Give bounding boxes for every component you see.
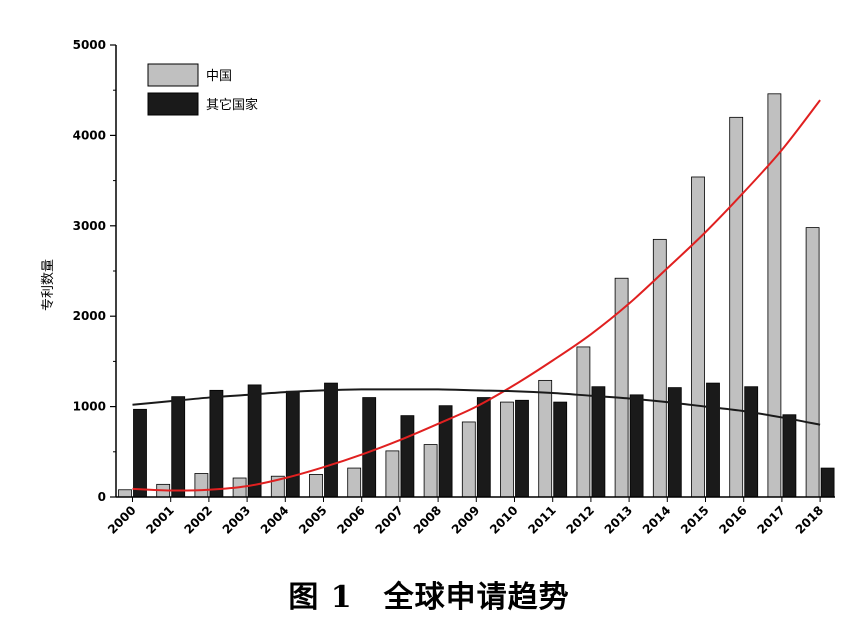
x-tick-label-2005: 2005 <box>296 503 330 537</box>
bar-other-2009 <box>476 397 491 498</box>
x-ticks: 2000 2001 2002 2003 2004 2005 2006 2007 2008 2009… <box>105 497 826 537</box>
trendline-other <box>132 388 821 426</box>
x-tick-label-2013: 2013 <box>602 503 636 537</box>
trendline-china <box>132 99 821 492</box>
legend-swatch-china <box>147 63 199 87</box>
bar-china-2007 <box>385 450 400 498</box>
bar-china-2016 <box>729 116 744 498</box>
y-tick-label: 2000 <box>73 309 106 323</box>
bar-other-2001 <box>171 396 186 498</box>
y-tick-label: 0 <box>98 490 106 504</box>
y-axis-label: 专利数量 <box>41 259 56 311</box>
bar-other-2016 <box>744 386 759 498</box>
y-ticks: 0 1000 2000 3000 4000 5000 <box>73 38 116 504</box>
bar-china-2002 <box>194 473 209 498</box>
bar-other-2012 <box>591 386 606 498</box>
x-tick-label-2001: 2001 <box>143 503 177 537</box>
bars-layer <box>118 93 835 498</box>
x-tick-label-2004: 2004 <box>258 503 292 537</box>
bar-other-2007 <box>400 415 415 498</box>
bar-other-2004 <box>285 390 300 498</box>
trendlines-layer <box>132 99 821 492</box>
bar-china-2011 <box>538 379 553 498</box>
x-tick-label-2000: 2000 <box>105 503 139 537</box>
legend-label-other: 其它国家 <box>206 97 258 113</box>
x-tick-label-2015: 2015 <box>678 503 712 537</box>
legend-swatch-other <box>147 92 199 116</box>
y-tick-label: 3000 <box>73 219 106 233</box>
x-tick-label-2008: 2008 <box>411 503 445 537</box>
bar-other-2017 <box>782 414 797 498</box>
x-tick-label-2007: 2007 <box>373 503 407 537</box>
y-tick-label: 5000 <box>73 38 106 52</box>
x-tick-label-2017: 2017 <box>755 503 789 537</box>
bar-china-2005 <box>309 473 323 498</box>
x-tick-label-2003: 2003 <box>220 503 254 537</box>
bar-other-2018 <box>820 467 835 498</box>
bar-other-2006 <box>362 397 377 498</box>
bar-china-2008 <box>423 444 438 498</box>
x-tick-label-2010: 2010 <box>487 503 521 537</box>
bar-other-2005 <box>324 382 338 498</box>
x-tick-label-2011: 2011 <box>525 503 559 537</box>
x-tick-label-2012: 2012 <box>564 503 598 537</box>
y-tick-label: 1000 <box>73 400 106 414</box>
bar-other-2010 <box>515 399 529 498</box>
x-tick-label-2018: 2018 <box>793 503 827 537</box>
x-tick-label-2016: 2016 <box>716 503 750 537</box>
bar-other-2003 <box>247 384 262 498</box>
bar-other-2000 <box>133 408 147 498</box>
bar-other-2013 <box>629 394 644 498</box>
figure-caption: 图 1 全球申请趋势 <box>288 580 570 615</box>
legend: 中国 其它国家 <box>147 63 258 116</box>
bar-china-2006 <box>347 467 362 498</box>
x-tick-label-2014: 2014 <box>640 503 674 537</box>
bar-china-2014 <box>652 238 667 498</box>
y-tick-label: 4000 <box>73 128 106 142</box>
bar-other-2011 <box>553 401 568 498</box>
bar-china-2018 <box>805 227 820 498</box>
x-tick-label-2006: 2006 <box>334 503 368 537</box>
bar-china-2000 <box>118 489 132 498</box>
x-tick-label-2009: 2009 <box>449 503 483 537</box>
bar-china-2015 <box>691 176 705 498</box>
bar-other-2015 <box>706 382 720 498</box>
legend-label-china: 中国 <box>206 69 232 84</box>
bar-china-2010 <box>500 401 514 498</box>
bar-other-2002 <box>209 389 224 498</box>
bar-china-2012 <box>576 346 591 498</box>
x-tick-label-2002: 2002 <box>182 503 216 537</box>
bar-china-2009 <box>461 421 476 498</box>
